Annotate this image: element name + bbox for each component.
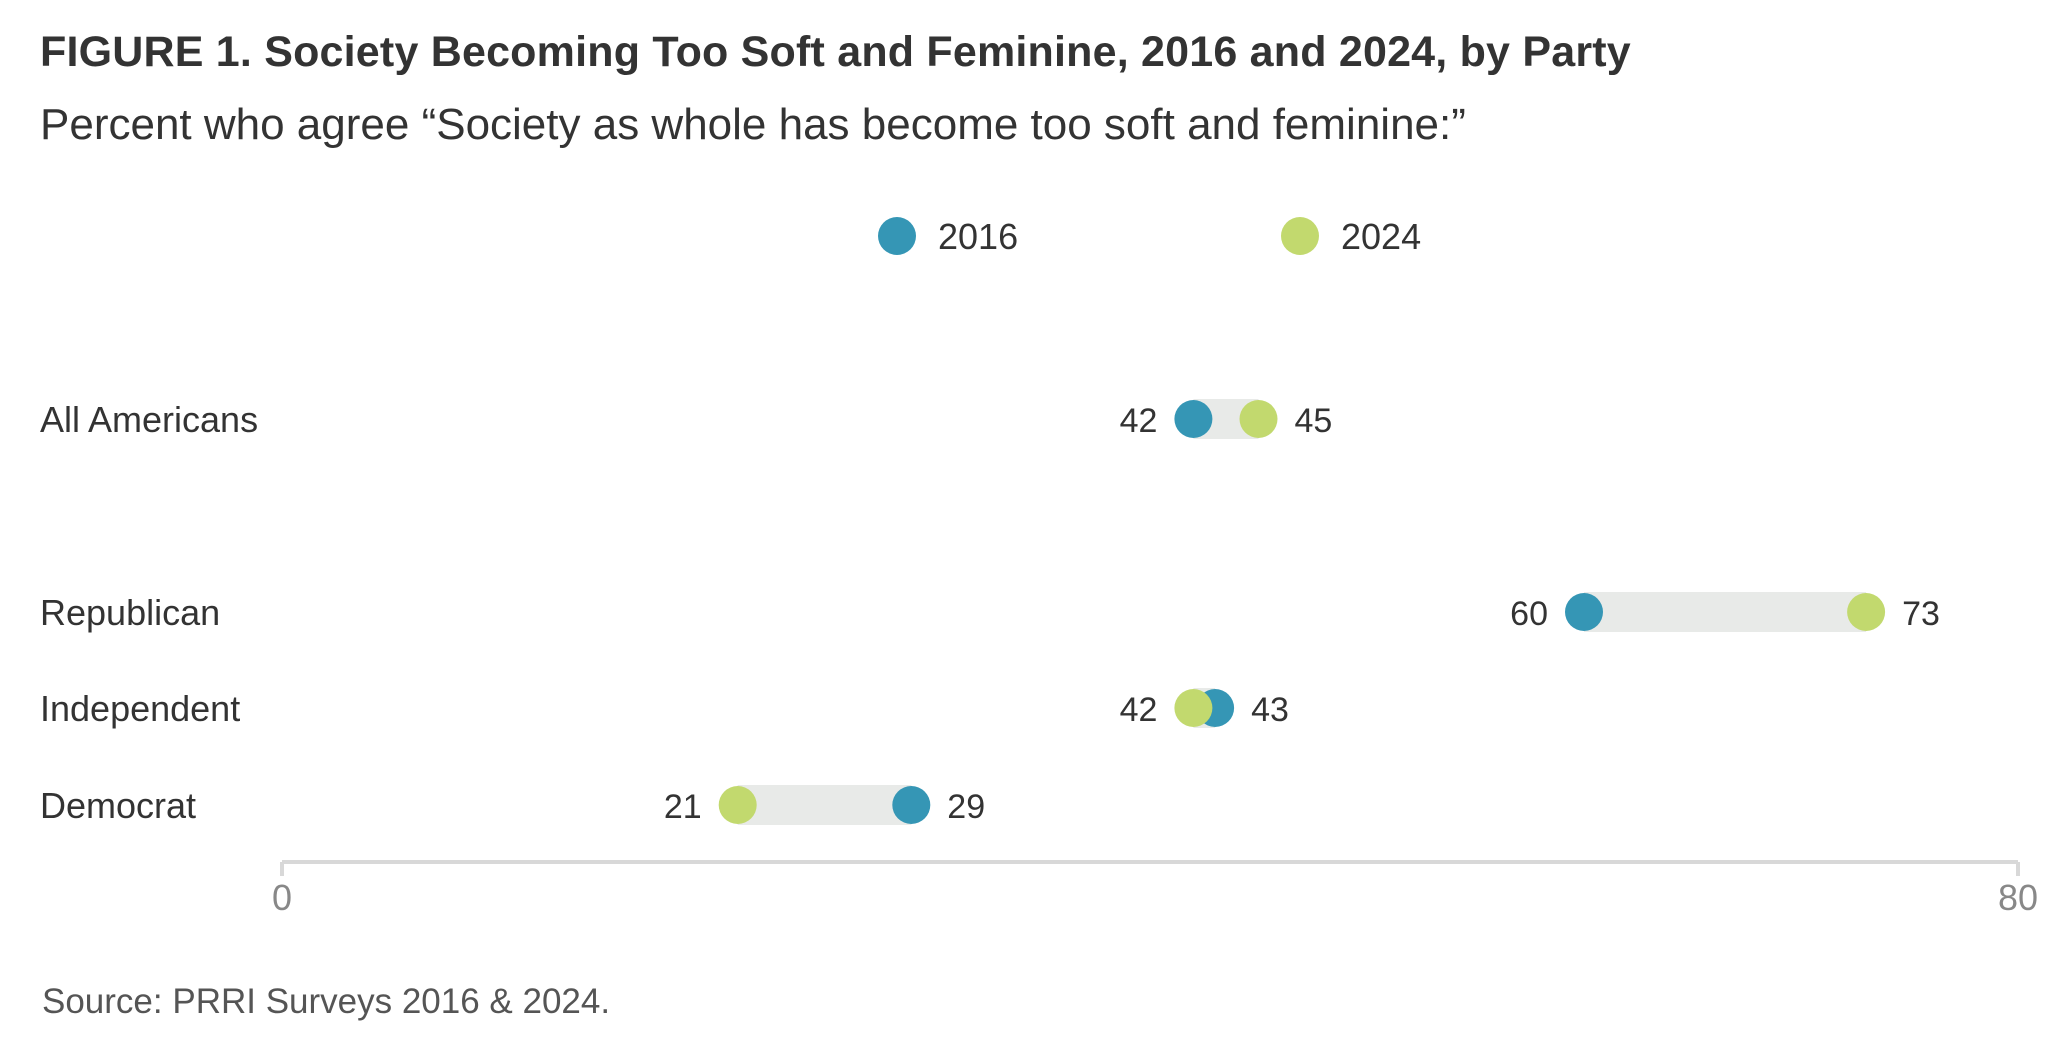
value-label-2016-democrat: 29 <box>947 788 985 826</box>
data-point-2016-all-americans <box>1174 400 1213 438</box>
category-label-democrat: Democrat <box>40 785 196 826</box>
data-point-2016-democrat <box>892 786 931 824</box>
value-label-2024-republican: 73 <box>1902 595 1940 633</box>
category-label-republican: Republican <box>40 592 220 633</box>
legend-label-2024: 2024 <box>1341 216 1421 257</box>
data-point-2024-republican <box>1847 593 1886 631</box>
legend-marker-2024 <box>1281 217 1319 255</box>
chart-subtitle: Percent who agree “Society as whole has … <box>40 100 1466 149</box>
data-point-2024-all-americans <box>1239 400 1278 438</box>
category-label-all-americans: All Americans <box>40 399 258 440</box>
value-label-2024-democrat: 21 <box>664 788 702 826</box>
data-point-2024-democrat <box>718 786 757 824</box>
data-point-2024-independent <box>1174 689 1213 727</box>
value-label-2016-independent: 43 <box>1251 691 1289 729</box>
x-axis-tick-label-0: 0 <box>272 877 292 918</box>
data-point-2016-republican <box>1565 593 1603 631</box>
legend-label-2016: 2016 <box>938 216 1018 257</box>
value-label-2016-all-americans: 42 <box>1120 402 1158 440</box>
chart-title: FIGURE 1. Society Becoming Too Soft and … <box>40 28 1631 76</box>
range-bar-democrat <box>737 785 912 825</box>
category-label-independent: Independent <box>40 688 240 729</box>
range-bar-republican <box>1584 592 1867 632</box>
source-note: Source: PRRI Surveys 2016 & 2024. <box>42 982 611 1021</box>
value-label-2024-independent: 42 <box>1120 691 1158 729</box>
value-label-2016-republican: 60 <box>1510 595 1548 633</box>
legend-marker-2016 <box>878 217 916 255</box>
value-label-2024-all-americans: 45 <box>1295 402 1333 440</box>
x-axis-tick-label-80: 80 <box>1998 877 2038 918</box>
